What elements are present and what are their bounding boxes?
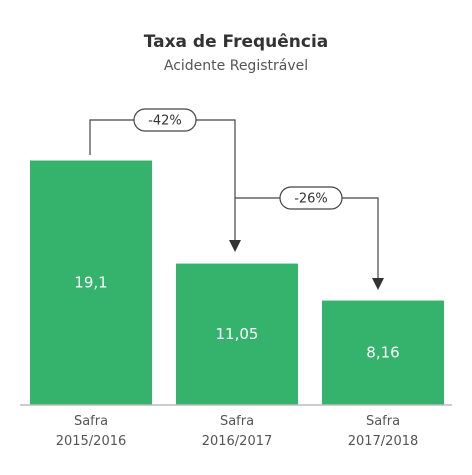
x-tick-label: Safra 2015/2016 [55, 414, 127, 449]
data-label: 11,05 [216, 325, 259, 343]
bar [322, 300, 444, 405]
annotation-bubble [133, 108, 197, 132]
annotation: -26% [294, 192, 328, 207]
annotation: -42% [148, 114, 182, 129]
bar [30, 160, 152, 405]
chart-title: Taxa de Frequência [144, 32, 329, 52]
arrow-head [229, 240, 241, 252]
data-label: 19,1 [74, 273, 107, 291]
arrow-head [372, 278, 384, 290]
data-label: 8,16 [366, 343, 399, 361]
x-tick-label: Safra 2017/2018 [347, 414, 419, 449]
x-tick-label: Safra 2016/2017 [201, 414, 273, 449]
bar [176, 263, 298, 405]
chart-subtitle: Acidente Registrável [164, 58, 308, 74]
annotation-bubble [279, 186, 343, 210]
